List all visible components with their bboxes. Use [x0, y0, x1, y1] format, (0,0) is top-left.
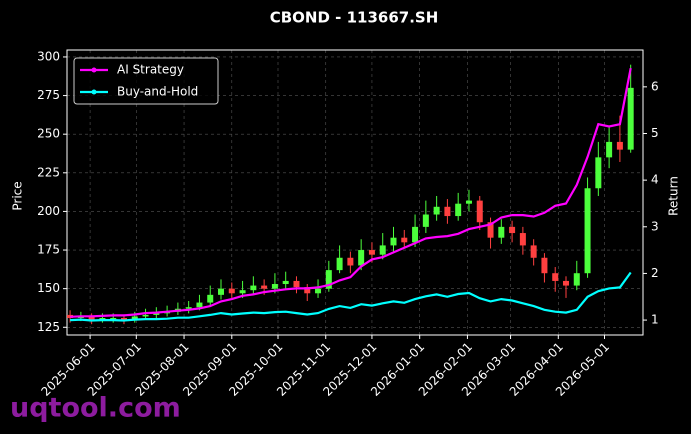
- candle-body: [379, 245, 386, 255]
- candle-body: [519, 233, 526, 246]
- candle-body: [228, 288, 235, 294]
- y-tick-label: 150: [37, 281, 60, 295]
- candle-body: [239, 290, 246, 294]
- candle-body: [412, 226, 419, 243]
- candle-body: [401, 237, 408, 243]
- y-tick-label: 300: [37, 49, 60, 63]
- candle-body: [88, 316, 95, 320]
- y2-tick-label: 6: [651, 79, 659, 93]
- candle-body: [562, 280, 569, 286]
- candle-body: [433, 206, 440, 215]
- candle-body: [368, 250, 375, 255]
- watermark: uqtool.com: [10, 393, 181, 424]
- candle-body: [153, 313, 160, 315]
- candle-body: [304, 287, 311, 294]
- legend-marker: [91, 67, 97, 73]
- y-tick-label: 125: [37, 320, 60, 334]
- y-tick-label: 250: [37, 127, 60, 141]
- candle-body: [509, 226, 516, 234]
- y2-tick-label: 3: [651, 219, 659, 233]
- candle-body: [541, 257, 548, 274]
- plot-frame: [66, 49, 644, 336]
- legend-label: Buy-and-Hold: [117, 85, 198, 99]
- candle-body: [606, 141, 613, 158]
- candle-body: [390, 237, 397, 246]
- candle-body: [347, 257, 354, 266]
- y2-axis-label: Return: [667, 176, 681, 216]
- legend-marker: [91, 89, 97, 95]
- y2-tick-label: 1: [651, 313, 659, 327]
- candle-body: [444, 206, 451, 217]
- candle-body: [422, 214, 429, 227]
- candle-body: [584, 188, 591, 274]
- legend-box: [73, 57, 219, 105]
- candle-body: [530, 245, 537, 258]
- y-tick-label: 175: [37, 243, 60, 257]
- return-line: [70, 271, 632, 322]
- y-tick-label: 275: [37, 88, 60, 102]
- chart-title: CBOND - 113667.SH: [270, 9, 439, 27]
- candle-body: [218, 288, 225, 295]
- legend-label: AI Strategy: [117, 63, 184, 77]
- candle-body: [627, 87, 634, 150]
- candle-body: [293, 280, 300, 288]
- return-line: [70, 67, 632, 318]
- candle-body: [476, 200, 483, 223]
- candle-body: [455, 203, 462, 217]
- candle-body: [185, 307, 192, 309]
- candle-body: [110, 318, 117, 320]
- y-tick-label: 200: [37, 204, 60, 218]
- candle-body: [573, 273, 580, 286]
- candle-body: [465, 200, 472, 204]
- candle-body: [358, 250, 365, 266]
- y-tick-label: 225: [37, 165, 60, 179]
- candle-body: [552, 273, 559, 281]
- y2-tick-label: 4: [651, 173, 659, 187]
- candle-body: [336, 257, 343, 271]
- candle-body: [131, 316, 138, 320]
- y-axis-label: Price: [11, 181, 25, 210]
- candle-body: [67, 314, 74, 319]
- candle-body: [142, 314, 149, 317]
- candle-body: [196, 302, 203, 308]
- candle-body: [261, 285, 268, 289]
- y2-tick-label: 2: [651, 266, 659, 280]
- candle-body: [616, 141, 623, 150]
- candle-body: [99, 318, 106, 320]
- candle-body: [271, 284, 278, 289]
- candle-body: [207, 294, 214, 303]
- candle-body: [498, 226, 505, 238]
- y2-tick-label: 5: [651, 126, 659, 140]
- candle-body: [315, 288, 322, 294]
- candle-body: [282, 280, 289, 285]
- candle-body: [595, 157, 602, 189]
- candle-body: [250, 285, 257, 291]
- candle-body: [120, 318, 127, 320]
- candle-body: [487, 222, 494, 238]
- candle-body: [325, 270, 332, 289]
